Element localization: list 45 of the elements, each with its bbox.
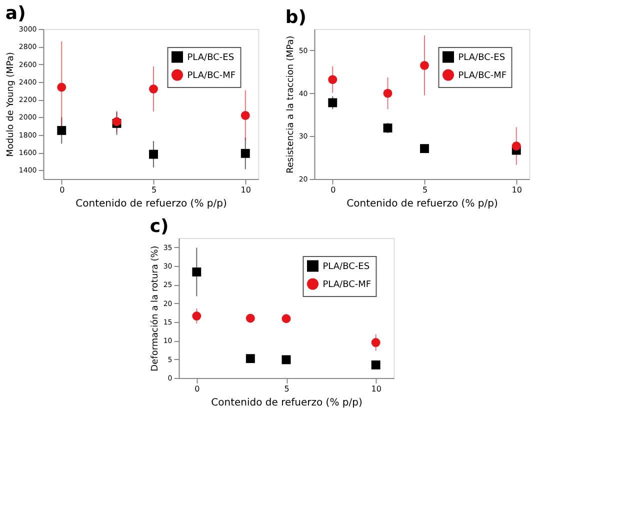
x-axis-title: Contenido de refuerzo (% p/p) bbox=[346, 198, 498, 210]
point bbox=[240, 111, 250, 120]
x-axis-title: Contenido de refuerzo (% p/p) bbox=[211, 398, 362, 408]
point bbox=[383, 124, 392, 132]
y-axis-title: Deformación a la rotura (%) bbox=[149, 246, 160, 372]
x-tick-label: 10 bbox=[371, 384, 382, 394]
x-tick-label: 5 bbox=[284, 384, 290, 394]
point bbox=[149, 84, 158, 94]
legend-label: PLA/BC-MF bbox=[322, 280, 372, 290]
point bbox=[371, 360, 380, 370]
x-tick-label: 0 bbox=[60, 186, 65, 194]
point bbox=[57, 82, 66, 92]
x-tick-label: 10 bbox=[512, 186, 522, 194]
point bbox=[246, 354, 255, 364]
point bbox=[328, 98, 338, 108]
chart-title: b) bbox=[285, 7, 306, 28]
point bbox=[282, 355, 291, 364]
y-axis-title: Resistencia a la traccion (MPa) bbox=[286, 36, 296, 174]
x-tick-label: 10 bbox=[240, 186, 251, 194]
point bbox=[246, 314, 255, 323]
point bbox=[149, 150, 158, 159]
x-tick-label: 5 bbox=[151, 186, 157, 194]
x-axis-title: Contenido de refuerzo (% p/p) bbox=[76, 198, 227, 210]
point bbox=[420, 60, 429, 70]
point bbox=[328, 75, 338, 84]
point bbox=[57, 126, 66, 135]
legend-label: PLA/BC-ES bbox=[458, 53, 506, 63]
legend-label: PLA/BC-ES bbox=[322, 262, 370, 272]
chart-title: c) bbox=[150, 216, 169, 237]
x-tick-label: 0 bbox=[330, 186, 336, 194]
x-tick-label: 5 bbox=[422, 186, 428, 194]
x-tick-label: 0 bbox=[194, 384, 200, 394]
point bbox=[192, 268, 202, 276]
point bbox=[371, 338, 380, 347]
point bbox=[240, 148, 250, 158]
chart-title: a) bbox=[5, 3, 26, 24]
legend-label: PLA/BC-MF bbox=[458, 71, 507, 81]
point bbox=[512, 142, 521, 150]
legend-label: PLA/BC-ES bbox=[187, 53, 234, 63]
point bbox=[192, 312, 202, 320]
point bbox=[420, 144, 429, 154]
legend-label: PLA/BC-MF bbox=[187, 71, 236, 81]
point bbox=[383, 88, 392, 98]
y-axis-title: Modulo de Young (MPa) bbox=[6, 52, 16, 157]
point bbox=[282, 314, 291, 324]
